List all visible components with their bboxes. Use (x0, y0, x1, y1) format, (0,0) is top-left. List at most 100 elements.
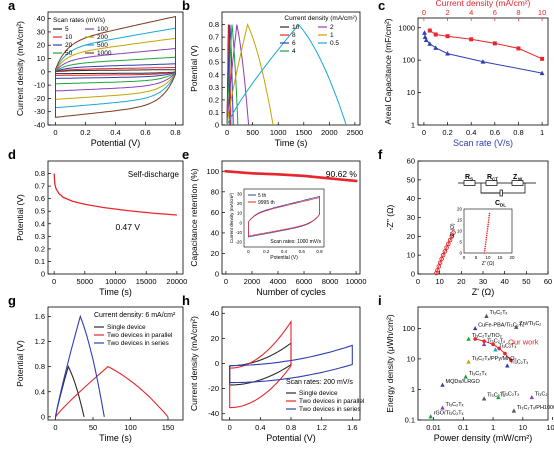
inset-x-tick-label: 0 (463, 255, 466, 260)
retention-point (311, 175, 314, 179)
inset-nyquist-point (485, 241, 487, 243)
x-tick-label: 15000 (136, 277, 157, 286)
retention-point (278, 173, 282, 176)
legend-entry: 10 (292, 24, 300, 31)
y-tick-label: -20 (208, 384, 219, 393)
retention-point (315, 175, 319, 179)
plot-frame (221, 11, 361, 126)
retention-point (309, 175, 312, 178)
legend-entry: 500 (97, 42, 108, 49)
x-axis-label: Potential (V) (266, 433, 316, 443)
y-tick-label: 0.2 (209, 95, 219, 104)
inset-note: Scan rates: 1000 mV/s (270, 239, 321, 245)
inset-nyquist-point (485, 239, 487, 241)
y-tick-label: 30 (37, 27, 45, 36)
our-work-point (497, 346, 501, 351)
inset-x-tick-label: 0.6 (299, 249, 306, 254)
y-tick-label: 0.2 (35, 244, 45, 253)
circuit-sublabel-c: DL (500, 203, 506, 208)
ragone-point-label: Ti₃C₂Tₓ (469, 371, 487, 377)
legend-entry: 2 (330, 24, 334, 31)
ragone-point (514, 324, 519, 329)
cv-loop (229, 319, 292, 409)
retention-point (259, 172, 262, 175)
y-tick-label: 0.8 (35, 362, 45, 371)
x-tick-label: 1 (540, 128, 544, 137)
retention-point (283, 173, 286, 177)
inset-nyquist-point (485, 234, 488, 237)
x-tick-label: 0.6 (140, 128, 150, 137)
y-tick-label: 0.7 (35, 182, 45, 191)
inset-y-tick-label: -20 (235, 240, 242, 245)
inset-y-tick-label: 5 (459, 240, 462, 245)
retention-point (241, 171, 245, 174)
x-tick-label: 1 (491, 423, 495, 432)
y-tick-label: 100 (206, 167, 219, 176)
x-tick-label: 50 (89, 423, 97, 432)
x-tick-label: 0.4 (255, 423, 265, 432)
y-tick-label: 1.6 (35, 312, 45, 321)
y-tick-label: 0 (41, 412, 45, 421)
ragone-point-label: CuFe-PBA/Ti₃C₂Tₓ (478, 322, 524, 328)
y-tick-label: 0.1 (405, 416, 415, 425)
legend-title: Scan rates (mV/s) (53, 17, 105, 24)
legend-entry: Two devices in parallel (107, 332, 173, 339)
ragone-point-label: Ti₃C₂Tₓ (487, 393, 505, 399)
panel-label: i (378, 293, 382, 308)
retention-point (341, 178, 345, 181)
plot-frame (221, 160, 361, 275)
x-tick-label: 20000 (166, 277, 187, 286)
y-tick-label: 0 (41, 270, 45, 279)
retention-point (343, 178, 347, 182)
ragone-point (463, 374, 468, 379)
capacitance-point (492, 41, 497, 46)
ragone-point-label: Ti₃C₂Tₓ (487, 338, 505, 344)
capacitance-point (433, 45, 439, 50)
top-x-tick-label: 0 (422, 8, 426, 17)
circuit-label-zw: Z (513, 174, 518, 181)
x-tick-label: 0.4 (110, 128, 120, 137)
retention-point (320, 176, 323, 179)
retention-point (298, 174, 301, 177)
our-work-label: Our work (508, 337, 539, 346)
x-axis-label: Time (s) (275, 138, 308, 148)
our-work-point (482, 339, 486, 343)
y-tick-label: 100 (402, 324, 415, 333)
retention-point (287, 173, 291, 177)
y-tick-label: 50 (407, 175, 415, 184)
ragone-point-label: Ti₃C₂Tₓ/PH1000 (517, 405, 554, 411)
ragone-point (511, 408, 517, 413)
x-tick-label: 0.4 (466, 128, 476, 137)
x-tick-label: 0 (416, 277, 420, 286)
inset-nyquist-point (488, 217, 490, 219)
capacitance-point (427, 41, 433, 46)
gcd-curve-2 (226, 24, 250, 126)
gcd-curve-1 (226, 23, 274, 126)
inset-y-tick-label: 30 (237, 191, 243, 196)
panel-label: a (8, 0, 16, 13)
y-tick-label: 0.8 (209, 20, 219, 29)
y-axis-label: Potential (V) (15, 194, 25, 241)
legend-entry: 50 (65, 50, 73, 57)
retention-point (304, 174, 308, 178)
x-tick-label: 0 (228, 423, 232, 432)
gcd-curve (54, 314, 105, 418)
retention-point (239, 171, 243, 174)
nyquist-point (446, 241, 451, 247)
retention-point (307, 175, 310, 178)
inset-nyquist-point (485, 236, 488, 239)
legend-entry: 4 (292, 48, 296, 55)
ragone-point (496, 394, 501, 400)
y-tick-label: 1000 (398, 23, 415, 32)
inset-x-tick-label: 0.2 (263, 249, 270, 254)
retention-point (244, 171, 247, 175)
x-tick-label: 10000 (105, 277, 126, 286)
retention-point (322, 176, 325, 180)
x-tick-label: 1500 (295, 128, 312, 137)
ragone-point (481, 396, 487, 401)
inset-y-tick-label: 20 (457, 207, 463, 212)
y-axis-label: Capacitance retention (%) (189, 168, 199, 266)
retention-point (337, 177, 341, 181)
circuit-wire (481, 183, 526, 194)
capacitance-point (427, 28, 432, 33)
